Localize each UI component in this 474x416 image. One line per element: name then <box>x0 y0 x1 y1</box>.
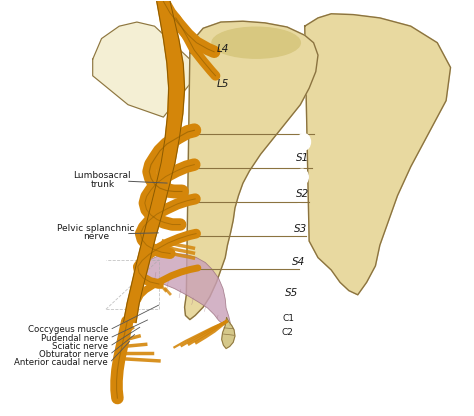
Text: Anterior caudal nerve: Anterior caudal nerve <box>14 359 108 367</box>
Ellipse shape <box>297 134 310 150</box>
Text: C2: C2 <box>282 328 294 337</box>
Text: L5: L5 <box>217 79 229 89</box>
Text: trunk: trunk <box>91 180 115 188</box>
Polygon shape <box>124 1 184 322</box>
Ellipse shape <box>296 169 308 185</box>
Text: S1: S1 <box>296 154 309 163</box>
Ellipse shape <box>212 27 301 58</box>
Polygon shape <box>222 317 235 349</box>
Ellipse shape <box>291 238 301 252</box>
Text: Pudendal nerve: Pudendal nerve <box>41 334 108 343</box>
Text: Lumbosacral: Lumbosacral <box>73 171 131 180</box>
Text: S5: S5 <box>285 288 298 298</box>
Text: Coccygeus muscle: Coccygeus muscle <box>28 325 108 334</box>
Ellipse shape <box>294 204 305 219</box>
Text: nerve: nerve <box>83 233 109 241</box>
Text: S2: S2 <box>296 188 309 198</box>
Polygon shape <box>305 14 450 295</box>
Polygon shape <box>140 253 230 326</box>
Text: Obturator nerve: Obturator nerve <box>38 350 108 359</box>
Text: C1: C1 <box>283 314 295 323</box>
Polygon shape <box>184 21 318 319</box>
Polygon shape <box>93 22 190 117</box>
Polygon shape <box>190 39 203 55</box>
Text: S4: S4 <box>292 257 305 267</box>
Text: Sciatic nerve: Sciatic nerve <box>52 342 108 351</box>
Text: S3: S3 <box>294 224 307 234</box>
Text: Pelvic splanchnic: Pelvic splanchnic <box>57 224 135 233</box>
Text: L4: L4 <box>217 44 229 54</box>
